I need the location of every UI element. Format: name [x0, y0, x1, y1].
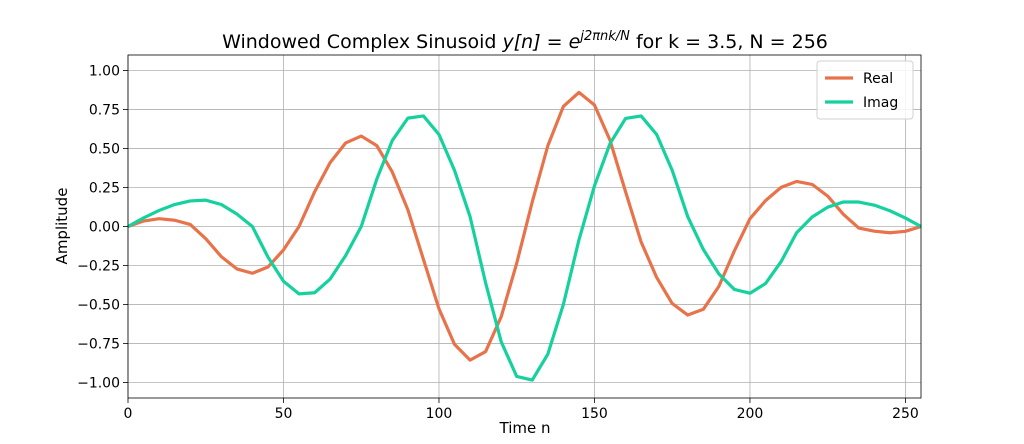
- x-tick-label: 250: [892, 406, 919, 422]
- y-tick-label: 0.50: [89, 142, 120, 158]
- legend-label: Imag: [863, 95, 898, 111]
- chart-title: Windowed Complex Sinusoid y[n] = ej2πnk/…: [222, 29, 828, 53]
- title-superscript: j2πnk/N: [578, 29, 630, 44]
- x-axis-label: Time n: [499, 419, 551, 437]
- x-tick-label: 50: [275, 406, 293, 422]
- title-suffix: for k = 3.5, N = 256: [630, 31, 828, 53]
- y-tick-label: −0.50: [77, 297, 120, 313]
- plot-frame: [127, 54, 922, 399]
- y-tick-label: 0.25: [89, 181, 120, 197]
- title-prefix: Windowed Complex Sinusoid: [222, 31, 502, 53]
- x-tick-label: 100: [426, 406, 453, 422]
- y-tick-label: −1.00: [77, 375, 120, 391]
- y-axis-label: Amplitude: [53, 188, 71, 265]
- series-line: [127, 90, 922, 362]
- legend-label: Real: [863, 71, 893, 87]
- legend-box: [816, 60, 914, 120]
- x-tick-label: 200: [737, 406, 764, 422]
- title-math: y[n] = e: [502, 31, 581, 53]
- legend: Real Imag: [816, 60, 914, 120]
- y-tick-label: 0.75: [89, 103, 120, 119]
- x-tick-label: 150: [581, 406, 608, 422]
- y-tick-label: 0.00: [89, 220, 120, 236]
- y-tick-label: 1.00: [89, 64, 120, 80]
- y-tick-label: −0.25: [77, 258, 120, 274]
- series-line: [127, 114, 922, 382]
- x-tick-label: 0: [124, 406, 133, 422]
- y-tick-label: −0.75: [77, 336, 120, 352]
